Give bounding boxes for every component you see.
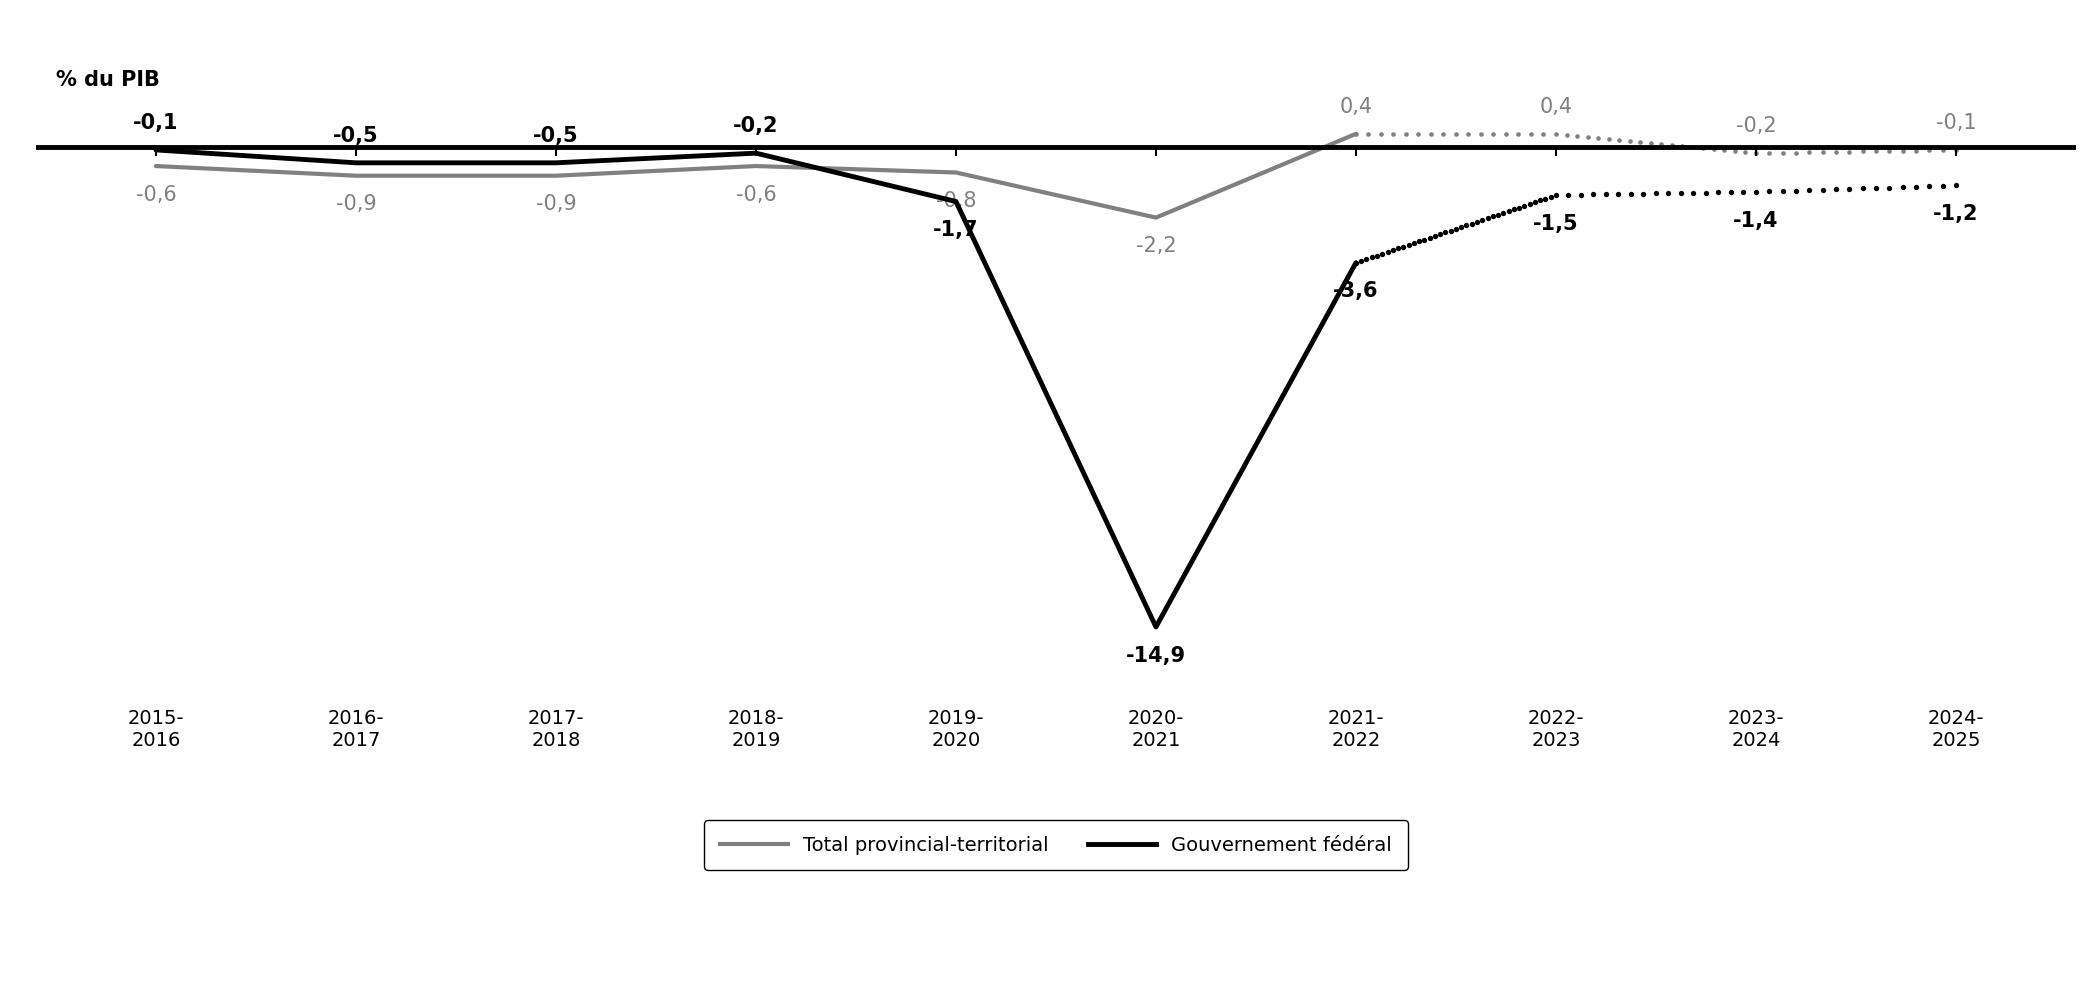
Text: -0,6: -0,6: [736, 185, 776, 205]
Text: -1,7: -1,7: [933, 220, 979, 240]
Text: -0,9: -0,9: [535, 194, 577, 215]
Text: -0,1: -0,1: [134, 113, 178, 133]
Legend: Total provincial-territorial, Gouvernement fédéral: Total provincial-territorial, Gouverneme…: [705, 820, 1407, 870]
Text: -2,2: -2,2: [1135, 237, 1177, 256]
Text: -14,9: -14,9: [1125, 645, 1186, 665]
Text: -0,5: -0,5: [533, 126, 579, 146]
Text: -1,5: -1,5: [1533, 214, 1579, 234]
Text: -1,2: -1,2: [1934, 204, 1978, 224]
Text: -0,2: -0,2: [1736, 116, 1775, 136]
Text: 0,4: 0,4: [1539, 97, 1572, 117]
Text: -0,1: -0,1: [1936, 113, 1976, 133]
Text: -0,9: -0,9: [335, 194, 376, 215]
Text: -0,8: -0,8: [935, 191, 976, 211]
Text: -0,6: -0,6: [136, 185, 176, 205]
Text: -0,5: -0,5: [332, 126, 378, 146]
Text: -1,4: -1,4: [1733, 211, 1779, 231]
Text: -3,6: -3,6: [1334, 281, 1378, 301]
Text: -0,2: -0,2: [734, 116, 778, 136]
Text: % du PIB: % du PIB: [56, 70, 159, 89]
Text: 0,4: 0,4: [1340, 97, 1372, 117]
